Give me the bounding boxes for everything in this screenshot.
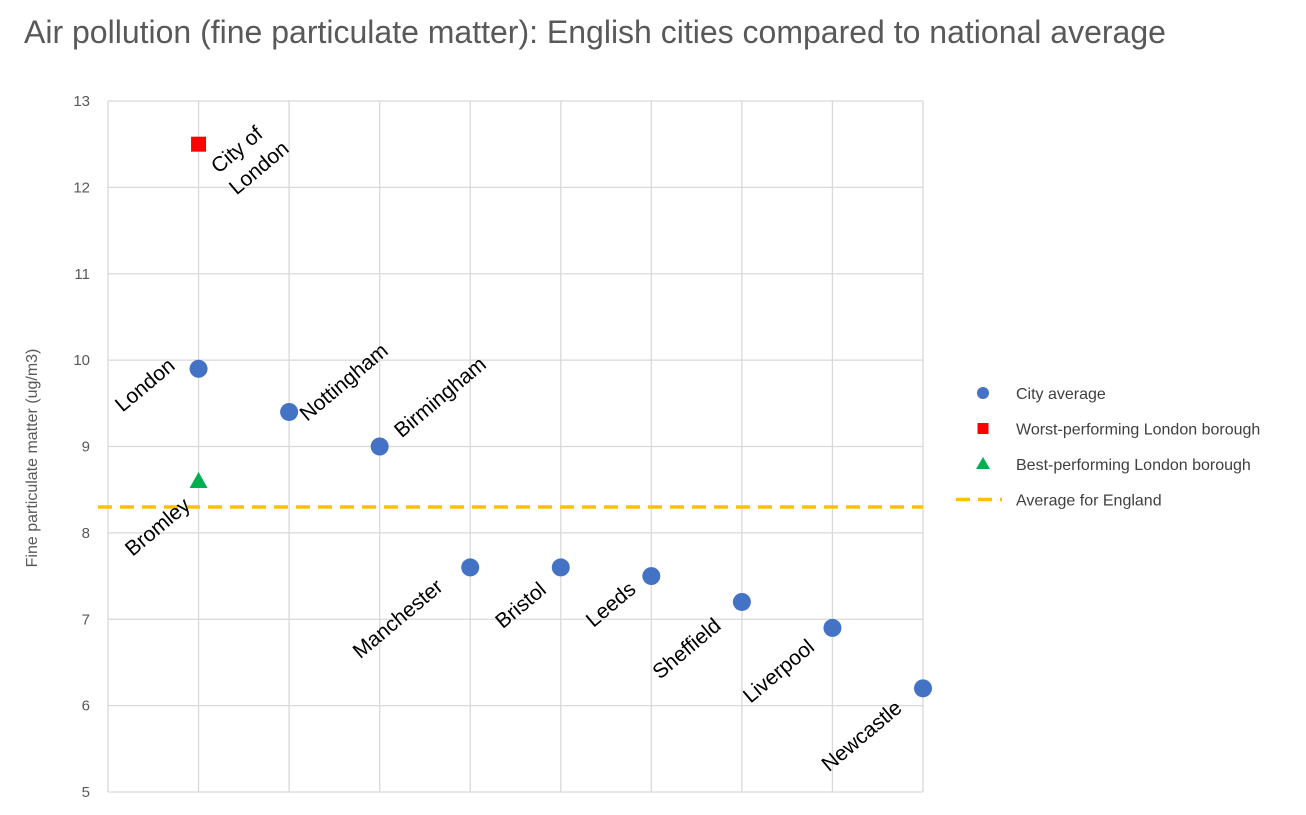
y-tick-label: 11 xyxy=(74,266,90,283)
data-points xyxy=(189,136,932,698)
point-label: Birmingham xyxy=(390,353,491,443)
gridlines xyxy=(107,100,924,793)
y-tick-label: 10 xyxy=(73,352,90,369)
y-axis-label: Fine particulate matter (ug/m3) xyxy=(24,349,41,568)
y-tick-label: 13 xyxy=(73,93,90,110)
worst-borough-point xyxy=(191,136,207,152)
city-average-point xyxy=(823,618,842,637)
chart-title: Air pollution (fine particulate matter):… xyxy=(24,14,1166,50)
legend-label: Best-performing London borough xyxy=(1016,457,1251,474)
y-tick-label: 9 xyxy=(82,439,90,456)
y-tick-label: 6 xyxy=(82,698,90,715)
city-average-point xyxy=(732,592,751,611)
legend-label: Average for England xyxy=(1016,493,1162,510)
legend-swatch xyxy=(977,423,989,434)
best-borough-point xyxy=(189,472,208,489)
point-label: London xyxy=(111,354,179,417)
y-tick-labels: 5 6 7 8 9 10 11 12 13 xyxy=(73,93,90,801)
city-average-point xyxy=(189,359,208,378)
city-average-point xyxy=(280,402,299,421)
y-tick-label: 12 xyxy=(73,179,90,196)
point-label: Leeds xyxy=(582,577,641,631)
legend-swatch xyxy=(977,387,989,399)
legend-label: Worst-performing London borough xyxy=(1016,422,1260,439)
point-label: Bromley xyxy=(121,493,195,560)
city-average-point xyxy=(461,558,480,577)
y-tick-label: 7 xyxy=(82,611,90,628)
legend: City average Worst-performing London boro… xyxy=(956,386,1260,510)
city-average-point xyxy=(551,558,570,577)
city-average-point xyxy=(370,437,389,456)
point-label: Sheffield xyxy=(648,614,725,684)
city-average-point xyxy=(642,567,661,586)
point-label: Nottingham xyxy=(296,339,393,426)
city-average-point xyxy=(914,679,932,698)
point-label: Bristol xyxy=(491,578,550,633)
legend-label: City average xyxy=(1016,386,1106,403)
y-tick-label: 8 xyxy=(82,525,90,542)
point-label: Newcastle xyxy=(817,696,906,776)
legend-swatch xyxy=(976,457,990,469)
y-tick-label: 5 xyxy=(82,784,90,801)
point-label: Liverpool xyxy=(739,635,819,707)
